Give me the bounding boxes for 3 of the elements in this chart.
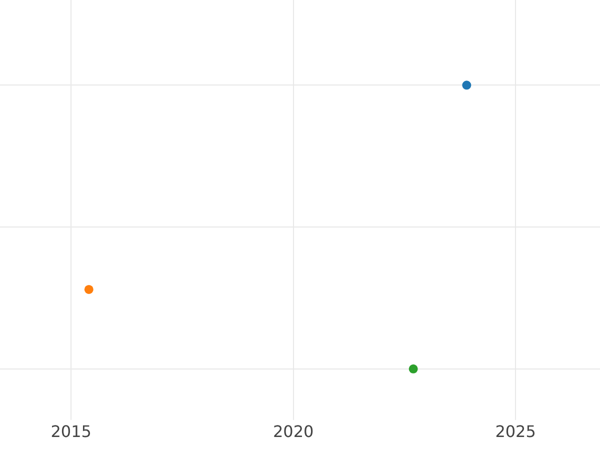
x-tick-label: 2020 [272, 422, 314, 441]
x-tick-label: 2025 [495, 422, 536, 441]
x-tick-label: 2015 [50, 422, 92, 441]
